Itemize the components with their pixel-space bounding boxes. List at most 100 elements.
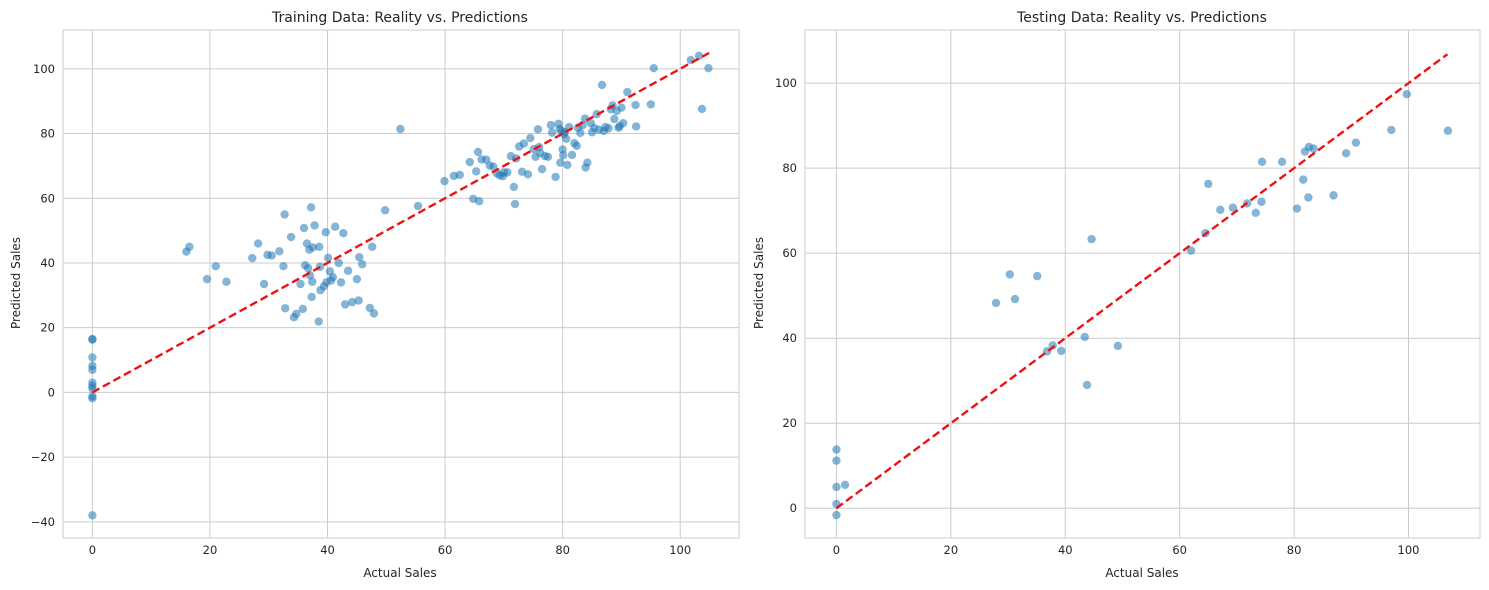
data-point (1113, 341, 1123, 351)
data-point (1087, 234, 1096, 244)
data-point (1005, 270, 1014, 279)
x-axis-label: Actual Sales (363, 566, 436, 580)
data-point (292, 309, 301, 318)
plot-frame (62, 29, 740, 539)
data-point (185, 242, 194, 251)
data-point (832, 482, 841, 492)
data-point (348, 297, 357, 307)
data-point (559, 151, 568, 160)
x-tick-label: 40 (1058, 543, 1073, 557)
data-point (88, 394, 97, 403)
y-tick-label: 40 (40, 256, 55, 270)
data-point (697, 104, 707, 114)
data-point (202, 274, 212, 284)
data-point (88, 353, 97, 362)
data-point (307, 292, 316, 302)
y-tick-label: 40 (782, 331, 797, 345)
data-point (222, 277, 231, 286)
data-point (211, 262, 221, 271)
data-point (455, 170, 464, 180)
x-tick-label: 0 (89, 543, 96, 557)
data-point (1351, 138, 1361, 147)
data-point (832, 445, 841, 454)
data-point (358, 260, 367, 269)
data-point (623, 87, 632, 97)
x-tick-label: 20 (944, 543, 959, 557)
data-point (563, 160, 572, 170)
data-point (472, 167, 481, 176)
data-point (832, 456, 841, 465)
data-point (510, 199, 520, 209)
data-point (1387, 125, 1396, 135)
data-point (519, 139, 529, 148)
data-point (367, 242, 377, 251)
data-point (1186, 246, 1196, 255)
data-point (259, 279, 269, 289)
data-point (489, 162, 498, 171)
data-point (1251, 208, 1260, 217)
data-point (330, 222, 340, 231)
y-tick-label: 60 (40, 191, 55, 205)
data-point (299, 223, 309, 233)
data-point (323, 253, 333, 262)
data-point (1443, 126, 1453, 135)
data-point (1341, 149, 1351, 158)
plot-area (62, 29, 740, 539)
data-point (1204, 179, 1213, 189)
data-point (321, 228, 330, 237)
data-point (275, 247, 284, 256)
data-point (279, 262, 288, 271)
y-tick-label: 0 (48, 385, 55, 399)
perfect-prediction-line (835, 53, 1449, 510)
data-point (298, 304, 308, 314)
perfect-prediction-line (91, 51, 711, 394)
data-point (840, 480, 850, 490)
data-point (339, 229, 348, 238)
data-point (583, 158, 592, 167)
data-point (572, 141, 581, 151)
data-point (369, 309, 379, 318)
data-point (296, 279, 305, 289)
data-point (474, 196, 484, 206)
data-point (649, 63, 658, 73)
y-axis-label: Predicted Sales (9, 237, 23, 329)
scatter-points (88, 51, 713, 520)
data-point (308, 243, 318, 252)
data-point (1402, 89, 1411, 99)
data-point (597, 80, 607, 90)
data-point (610, 114, 619, 124)
x-tick-label: 100 (1398, 543, 1420, 557)
data-point (631, 122, 641, 131)
data-point (315, 242, 324, 251)
data-point (1257, 197, 1266, 206)
data-point (440, 176, 449, 186)
data-point (354, 296, 363, 305)
data-point (509, 182, 519, 192)
data-point (1277, 157, 1287, 166)
x-tick-label: 0 (833, 543, 840, 557)
data-point (88, 365, 97, 374)
data-point (308, 277, 317, 286)
data-point (991, 298, 1001, 308)
y-tick-label: 20 (782, 416, 797, 430)
data-point (1033, 271, 1042, 281)
y-tick-label: 100 (775, 76, 797, 90)
data-point (1048, 341, 1057, 350)
data-point (1304, 193, 1313, 202)
data-point (314, 317, 323, 326)
x-tick-label: 20 (203, 543, 218, 557)
data-point (631, 100, 640, 110)
data-point (473, 147, 483, 157)
y-tick-label: 0 (790, 501, 797, 515)
data-point (533, 125, 543, 134)
y-tick-label: 20 (40, 321, 55, 335)
y-tick-label: 100 (33, 62, 55, 76)
data-point (694, 51, 704, 61)
data-point (343, 266, 353, 275)
data-point (465, 157, 474, 167)
x-axis-label: Actual Sales (1105, 566, 1178, 580)
y-tick-label: −40 (31, 515, 55, 529)
chart-title: Testing Data: Reality vs. Predictions (1016, 10, 1267, 26)
data-point (380, 206, 390, 215)
